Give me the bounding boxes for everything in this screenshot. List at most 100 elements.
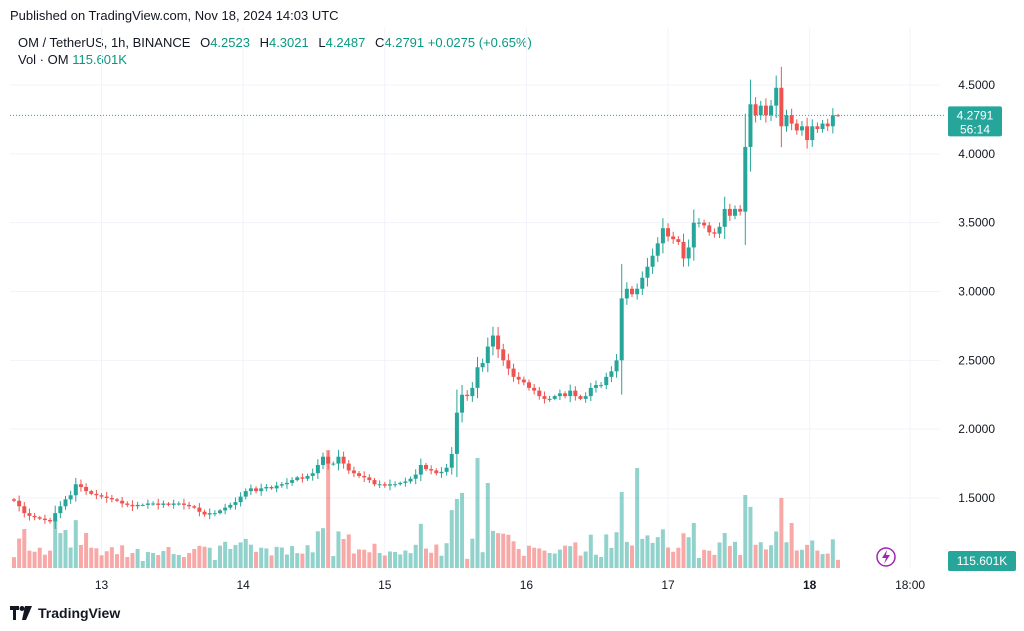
candle-body [310, 473, 315, 476]
volume-bar [32, 551, 37, 568]
volume-bar [212, 560, 217, 568]
volume-bar [480, 552, 485, 568]
candle-body [521, 379, 526, 383]
candle-body [578, 396, 583, 399]
volume-bar [58, 533, 63, 568]
volume-label[interactable]: Vol · OM [18, 52, 69, 67]
volume-bar [218, 545, 222, 568]
candle-body [614, 360, 619, 372]
candle-body [676, 239, 681, 242]
volume-bar [202, 546, 207, 568]
volume-bar [454, 499, 459, 568]
candle-body [53, 513, 58, 522]
candle-body [73, 484, 78, 496]
candle-body [99, 495, 104, 497]
volume-bar [805, 544, 810, 568]
volume-bar [393, 552, 398, 568]
volume-bar [78, 545, 83, 568]
symbol-label[interactable]: OM / TetherUS, 1h, BINANCE [18, 35, 191, 50]
candle-body [130, 504, 135, 507]
candle-body [444, 467, 449, 472]
candle-body [212, 513, 217, 515]
volume-bar [17, 538, 22, 568]
candle-body [733, 208, 737, 216]
candle-body [341, 456, 346, 464]
volume-bar [125, 557, 130, 568]
tradingview-brand[interactable]: TradingView [10, 605, 120, 621]
candle-body [151, 503, 156, 505]
candle-body [593, 385, 598, 388]
x-tick-label: 17 [661, 578, 675, 592]
volume-bar [377, 553, 382, 568]
volume-bar [228, 548, 233, 568]
price-tag-countdown: 56:14 [960, 122, 990, 136]
volume-bar [176, 555, 181, 568]
y-tick-label: 3.5000 [958, 216, 995, 230]
volume-bar [238, 542, 243, 568]
candle-body [542, 396, 547, 399]
candle-body [511, 368, 516, 377]
volume-bar [599, 557, 604, 568]
volume-row: Vol · OM 115.601K [18, 51, 532, 68]
candle-body [42, 518, 47, 521]
candle-body [712, 232, 717, 234]
volume-bar [259, 547, 264, 568]
volume-bar [542, 550, 547, 568]
volume-bar [418, 523, 423, 568]
volume-bar [181, 557, 186, 568]
candle-body [125, 503, 130, 505]
volume-bar [573, 542, 578, 568]
candle-body [769, 105, 774, 116]
change-value: +0.0275 (+0.65%) [427, 35, 532, 50]
volume-bar [341, 539, 346, 568]
candle-body [516, 376, 521, 380]
volume-bar [490, 530, 495, 568]
candle-body [460, 394, 465, 413]
lightning-icon[interactable] [876, 547, 896, 567]
candle-body [439, 471, 444, 474]
volume-bar [73, 520, 78, 568]
candle-body [779, 87, 784, 127]
candle-body [295, 477, 300, 481]
volume-bar [624, 541, 629, 568]
candle-body [166, 503, 171, 505]
candle-body [799, 126, 804, 131]
candle-body [357, 473, 362, 476]
candle-body [671, 236, 676, 240]
candle-body [12, 499, 16, 501]
volume-bar [578, 555, 583, 568]
volume-bar [696, 558, 701, 568]
volume-bar [300, 553, 305, 568]
volume-bar [408, 553, 413, 568]
volume-bar [295, 553, 300, 568]
candle-body [161, 503, 166, 505]
volume-bar [207, 547, 212, 568]
candle-body [197, 507, 202, 512]
candle-body [269, 486, 274, 489]
volume-bar [305, 545, 310, 568]
candle-body [573, 390, 578, 397]
volume-bar [588, 534, 593, 568]
candle-body [398, 482, 403, 485]
volume-bar [264, 548, 269, 568]
volume-bar [784, 542, 789, 568]
volume-bar [702, 549, 707, 568]
candle-body [454, 412, 459, 454]
volume-bar [537, 548, 542, 568]
volume-bar [547, 553, 552, 568]
volume-bar [516, 548, 521, 568]
candle-body [480, 363, 485, 368]
candle-body [413, 474, 418, 479]
volume-bar [557, 549, 562, 568]
volume-bar [398, 554, 403, 568]
volume-bar [691, 522, 696, 568]
volume-bar [115, 554, 119, 568]
candle-body [382, 484, 387, 486]
volume-bar [722, 533, 727, 568]
volume-bar [171, 554, 176, 568]
candle-body [228, 504, 233, 508]
volume-bar [830, 539, 835, 568]
candle-body [104, 496, 109, 498]
volume-bar [197, 545, 202, 568]
